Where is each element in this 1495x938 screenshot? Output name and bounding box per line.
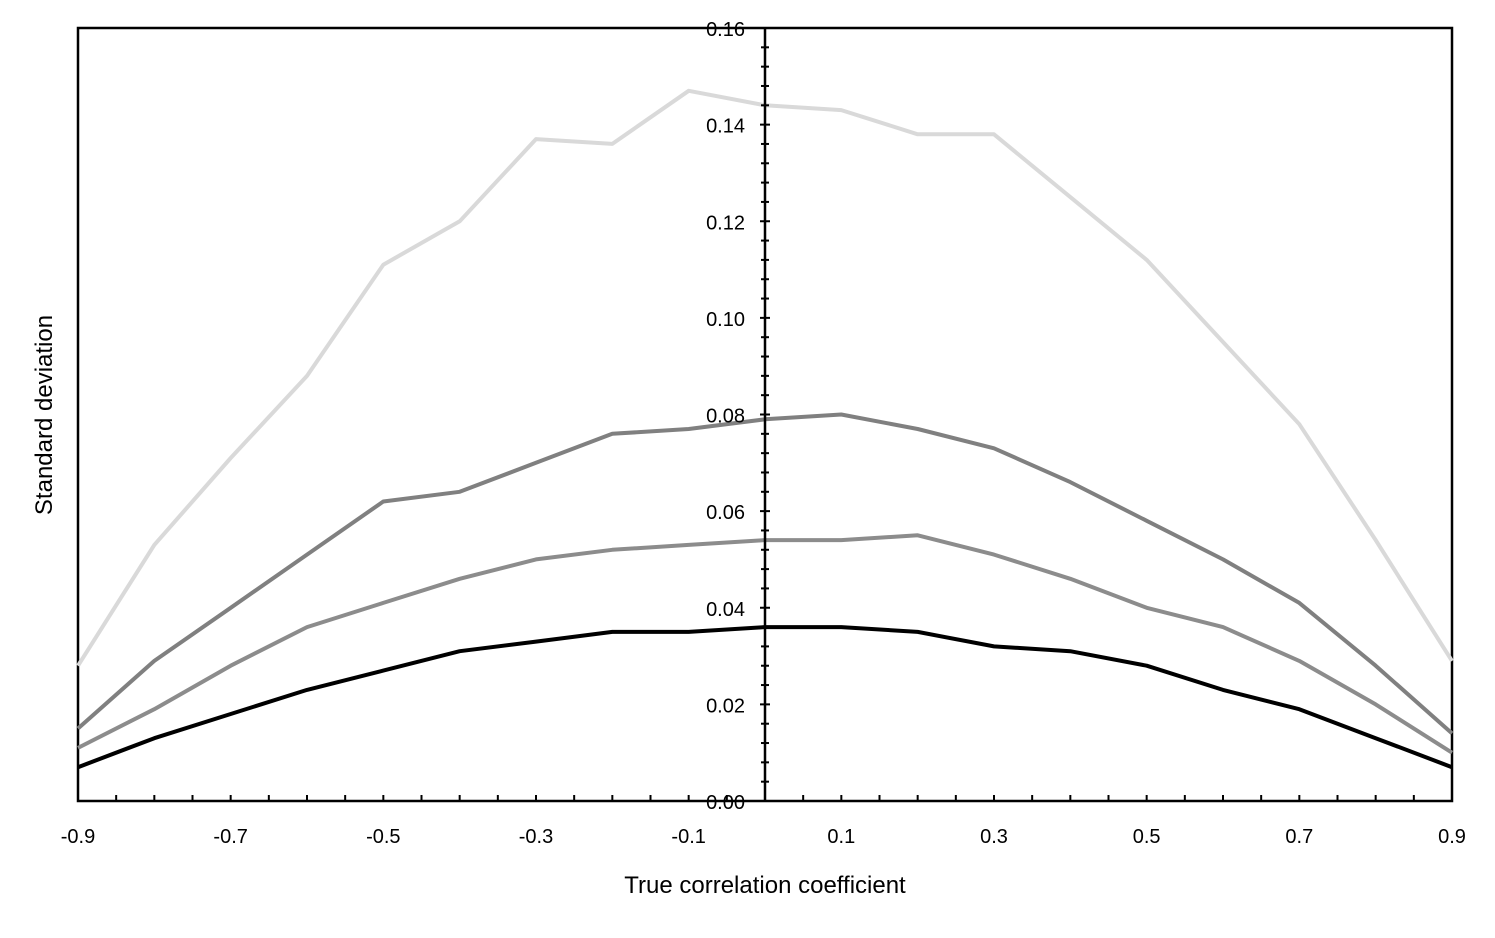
y-tick-label: 0.02 xyxy=(706,695,745,717)
x-axis: -0.9 -0.7 -0.5 -0.3 -0.1 0.1 0.3 0.5 0.7 0.9 xyxy=(61,795,1466,848)
x-tick-label: -0.7 xyxy=(213,826,247,848)
y-tick-label: 0.06 xyxy=(706,502,745,524)
x-tick-label: 0.5 xyxy=(1133,826,1161,848)
x-axis-title: True correlation coefficient xyxy=(624,872,906,899)
x-tick-label: 0.9 xyxy=(1438,826,1466,848)
x-tick-label: -0.9 xyxy=(61,826,95,848)
y-tick-label: 0.16 xyxy=(706,19,745,41)
y-tick-label: 0.14 xyxy=(706,116,745,138)
x-tick-label: -0.5 xyxy=(366,826,400,848)
y-tick-label: 0.00 xyxy=(706,792,745,814)
x-tick-label: 0.7 xyxy=(1285,826,1313,848)
y-axis: 0.00 0.02 0.04 0.06 0.08 0.10 0.12 0.14 0.16 xyxy=(706,19,770,814)
y-tick-label: 0.08 xyxy=(706,406,745,428)
x-tick-label: 0.3 xyxy=(980,826,1008,848)
x-tick-label: -0.3 xyxy=(519,826,553,848)
y-tick-label: 0.04 xyxy=(706,599,745,621)
x-tick-label: 0.1 xyxy=(827,826,855,848)
x-tick-label: -0.1 xyxy=(671,826,705,848)
y-tick-label: 0.10 xyxy=(706,309,745,331)
y-axis-title: Standard deviation xyxy=(31,315,58,515)
y-tick-label: 0.12 xyxy=(706,212,745,234)
